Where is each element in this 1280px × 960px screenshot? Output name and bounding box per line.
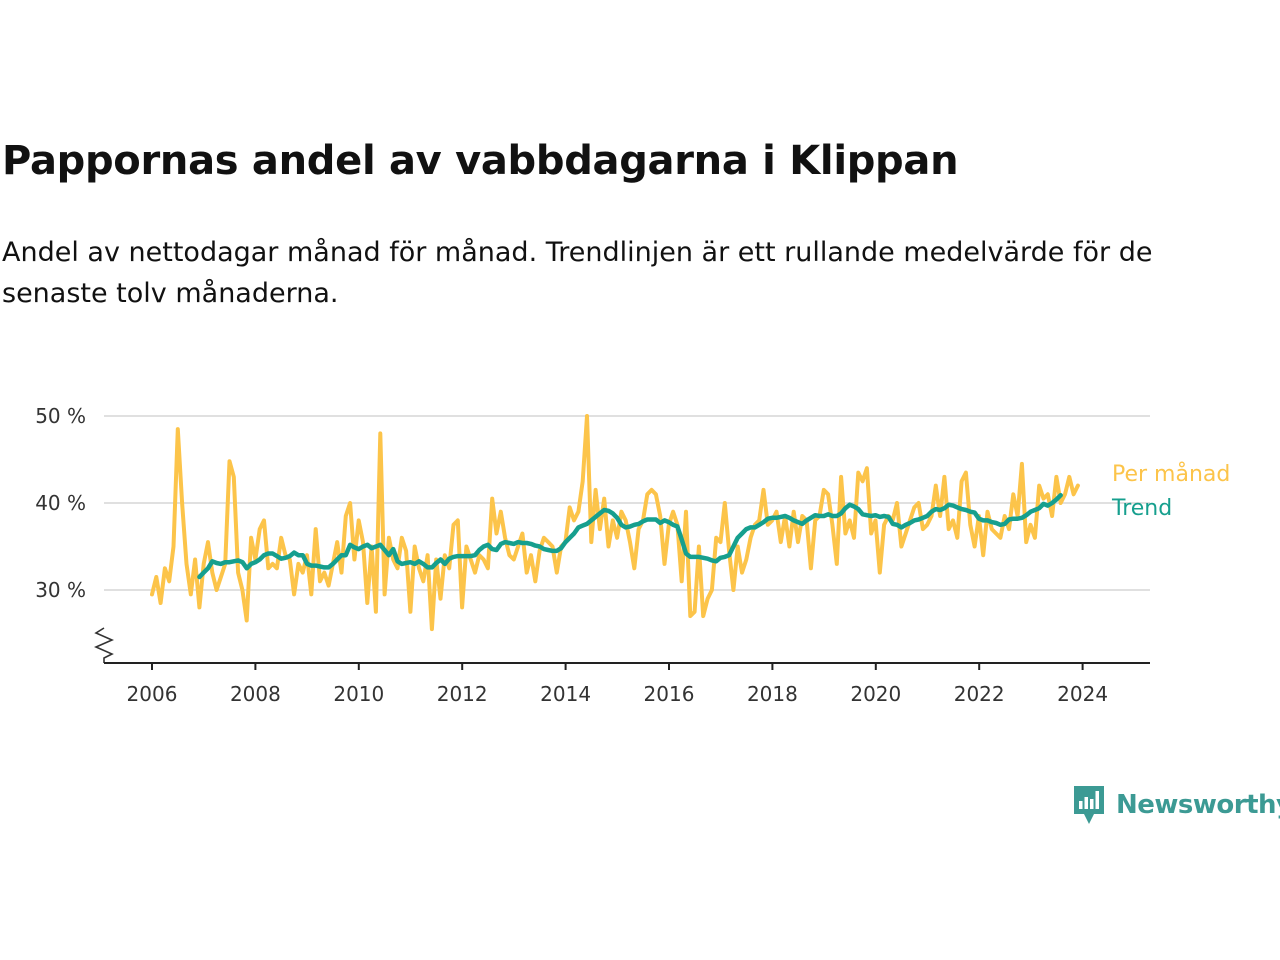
x-tick-label: 2008 xyxy=(230,682,281,706)
x-tick-label: 2014 xyxy=(540,682,591,706)
x-tick-label: 2024 xyxy=(1057,682,1108,706)
chart-subtitle: Andel av nettodagar månad för månad. Tre… xyxy=(2,237,1153,309)
y-tick-label: 40 % xyxy=(35,491,86,515)
gridlines xyxy=(104,415,1150,591)
series-lines xyxy=(150,414,1080,632)
x-tick-label: 2012 xyxy=(437,682,488,706)
x-tick-label: 2010 xyxy=(333,682,384,706)
y-tick-label: 50 % xyxy=(35,404,86,428)
series-line-trend xyxy=(197,492,1063,580)
legend-label-per-manad: Per månad xyxy=(1112,461,1230,487)
y-axis: 30 % 40 % 50 % xyxy=(35,404,114,663)
x-tick-label: 2016 xyxy=(644,682,695,706)
x-tick-label: 2006 xyxy=(127,682,178,706)
legend-label-trend: Trend xyxy=(1111,496,1172,521)
newsworthy-logo-icon xyxy=(1074,786,1104,824)
brand-name: Newsworthy xyxy=(1116,790,1280,820)
legend: Per månad Trend xyxy=(1111,461,1230,521)
series-line-per-manad xyxy=(150,414,1080,632)
x-tick-label: 2022 xyxy=(954,682,1005,706)
chart-title: Pappornas andel av vabbdagarna i Klippan xyxy=(2,138,959,184)
x-tick-label: 2020 xyxy=(850,682,901,706)
newsworthy-brand: Newsworthy xyxy=(1072,784,1280,826)
y-tick-label: 30 % xyxy=(35,578,86,602)
axis-break-icon xyxy=(94,627,114,663)
x-axis: 2006 2008 2010 2012 2014 2016 2018 2020 2022 2024 xyxy=(104,662,1150,706)
x-tick-label: 2018 xyxy=(747,682,798,706)
